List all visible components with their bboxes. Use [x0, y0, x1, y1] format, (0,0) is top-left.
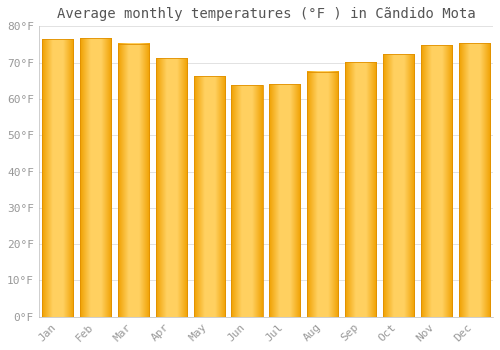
Bar: [307, 72, 338, 317]
Bar: [194, 76, 224, 317]
Bar: [421, 45, 452, 317]
Bar: [270, 84, 300, 317]
Bar: [80, 38, 111, 317]
Bar: [345, 62, 376, 317]
Bar: [383, 54, 414, 317]
Bar: [458, 43, 490, 317]
Bar: [383, 54, 414, 317]
Bar: [270, 84, 300, 317]
Bar: [156, 58, 187, 317]
Bar: [232, 85, 262, 317]
Bar: [80, 38, 111, 317]
Bar: [118, 44, 149, 317]
Bar: [156, 58, 187, 317]
Bar: [118, 44, 149, 317]
Bar: [421, 45, 452, 317]
Bar: [194, 76, 224, 317]
Bar: [42, 39, 74, 317]
Title: Average monthly temperatures (°F ) in Cãndido Mota: Average monthly temperatures (°F ) in Cã…: [56, 7, 476, 21]
Bar: [458, 43, 490, 317]
Bar: [232, 85, 262, 317]
Bar: [345, 62, 376, 317]
Bar: [307, 72, 338, 317]
Bar: [42, 39, 74, 317]
